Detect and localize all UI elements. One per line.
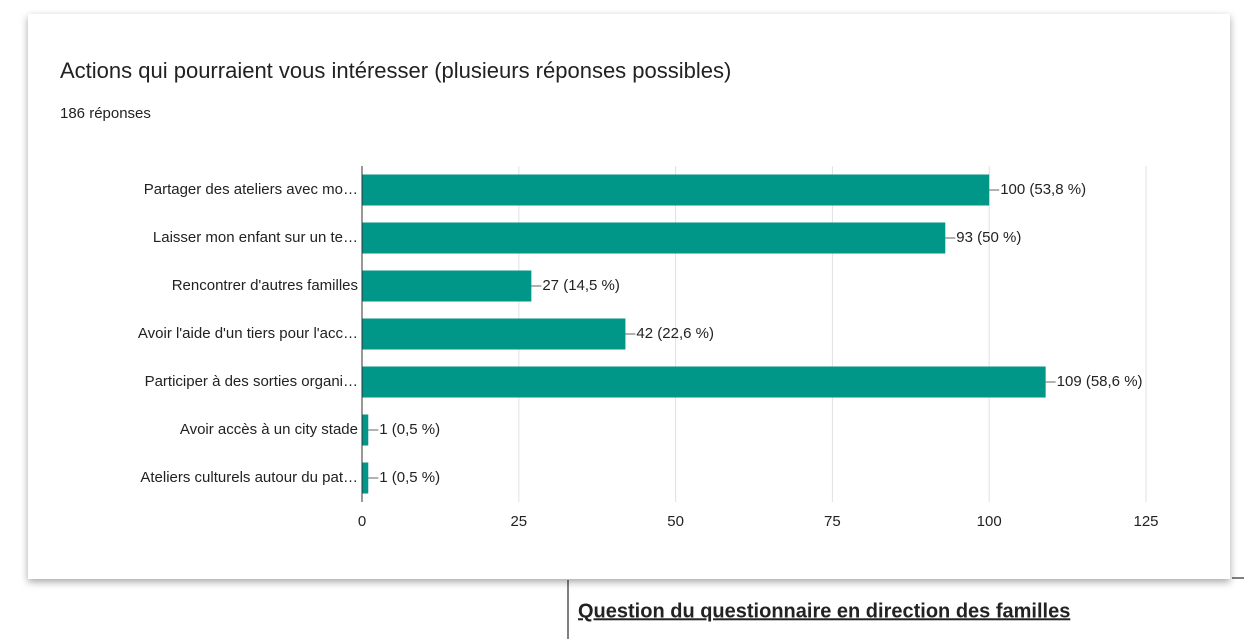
bar xyxy=(362,462,369,494)
caption: Question du questionnaire en direction d… xyxy=(578,600,1070,622)
y-tick-label: Participer à des sorties organi… xyxy=(145,373,358,390)
data-label: 93 (50 %) xyxy=(956,229,1021,246)
data-label: 27 (14,5 %) xyxy=(542,277,620,294)
bar xyxy=(362,270,532,302)
data-label: 100 (53,8 %) xyxy=(1000,181,1086,198)
data-label: 1 (0,5 %) xyxy=(379,469,440,486)
bar xyxy=(362,414,369,446)
bar xyxy=(362,318,626,350)
y-tick-label: Ateliers culturels autour du pat… xyxy=(140,469,358,486)
data-label: 109 (58,6 %) xyxy=(1057,373,1143,390)
bar xyxy=(362,366,1046,398)
x-tick-label: 125 xyxy=(1133,513,1158,530)
x-tick-label: 25 xyxy=(510,513,527,530)
card xyxy=(28,14,1230,579)
data-label: 42 (22,6 %) xyxy=(636,325,714,342)
x-tick-label: 100 xyxy=(977,513,1002,530)
x-tick-label: 0 xyxy=(358,513,366,530)
data-label: 1 (0,5 %) xyxy=(379,421,440,438)
y-tick-label: Rencontrer d'autres familles xyxy=(172,277,358,294)
plot: 0 25 50 75 100 125 Partager des ateliers avec … xyxy=(138,166,1159,530)
chart-subtitle: 186 réponses xyxy=(60,105,151,122)
y-tick-label: Laisser mon enfant sur un te… xyxy=(153,229,358,246)
x-tick-label: 50 xyxy=(667,513,684,530)
y-tick-label: Partager des ateliers avec mo… xyxy=(144,181,358,198)
y-tick-label: Avoir accès à un city stade xyxy=(180,421,358,438)
y-tick-label: Avoir l'aide d'un tiers pour l'acc… xyxy=(138,325,358,342)
bar xyxy=(362,174,990,206)
bar xyxy=(362,222,946,254)
chart-title: Actions qui pourraient vous intéresser (… xyxy=(60,58,731,83)
x-tick-label: 75 xyxy=(824,513,841,530)
